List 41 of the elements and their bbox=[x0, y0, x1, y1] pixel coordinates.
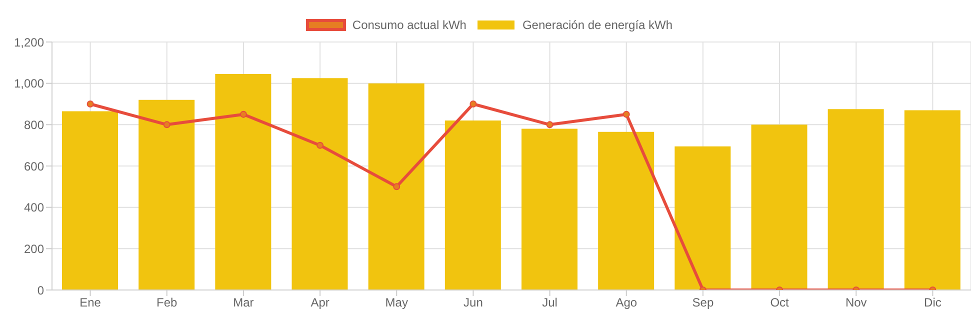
x-tick-label: Ene bbox=[80, 296, 102, 310]
bar bbox=[368, 83, 424, 290]
x-tick-label: Sep bbox=[692, 296, 714, 310]
x-tick-label: Ago bbox=[616, 296, 638, 310]
point bbox=[163, 121, 170, 128]
bar bbox=[444, 120, 501, 290]
point bbox=[470, 100, 477, 108]
y-tick-label: 400 bbox=[24, 200, 44, 215]
point bbox=[622, 110, 630, 118]
legend-label: Consumo actual kWh bbox=[352, 18, 466, 32]
x-tick-label: Jun bbox=[464, 296, 483, 310]
x-tick-label: Feb bbox=[156, 296, 178, 310]
x-tick-label: May bbox=[385, 296, 408, 310]
x-tick-label: Dic bbox=[924, 296, 942, 310]
bar bbox=[828, 109, 884, 290]
point bbox=[86, 100, 94, 108]
x-tick-label: Mar bbox=[233, 296, 254, 310]
bar bbox=[904, 110, 960, 290]
y-tick-label: 1,000 bbox=[14, 76, 44, 91]
x-tick-label: Apr bbox=[310, 296, 330, 310]
bar bbox=[292, 78, 348, 290]
bar bbox=[598, 132, 654, 290]
point bbox=[546, 121, 554, 128]
y-tick-label: 200 bbox=[24, 242, 44, 256]
legend-label: Generación de energía kWh bbox=[522, 18, 673, 32]
y-tick-label: 600 bbox=[24, 159, 44, 174]
bar bbox=[674, 146, 731, 290]
y-tick-label: 0 bbox=[37, 283, 44, 298]
y-tick-label: 800 bbox=[24, 118, 44, 132]
bar bbox=[522, 128, 578, 290]
x-tick-label: Jul bbox=[542, 296, 558, 310]
bar bbox=[751, 124, 808, 290]
point bbox=[393, 183, 400, 190]
point bbox=[316, 142, 324, 149]
point bbox=[240, 110, 247, 118]
bar bbox=[62, 111, 118, 290]
bar bbox=[215, 74, 272, 290]
x-tick-label: Nov bbox=[845, 296, 867, 310]
bar bbox=[138, 100, 195, 290]
x-tick-label: Oct bbox=[770, 296, 790, 310]
y-tick-label: 1,200 bbox=[14, 35, 44, 50]
